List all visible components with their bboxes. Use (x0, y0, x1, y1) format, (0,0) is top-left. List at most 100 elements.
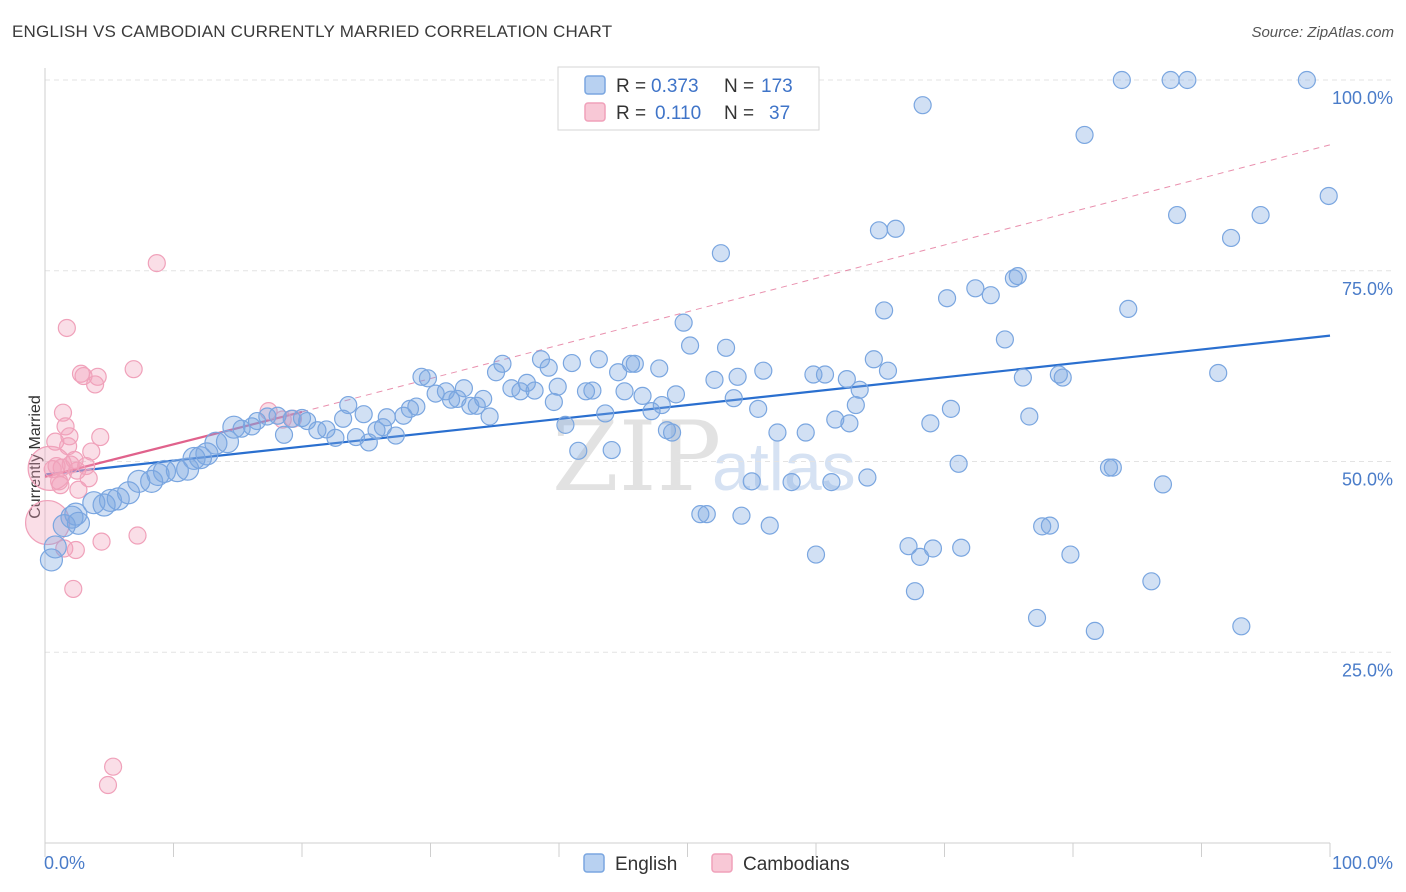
english-point (1099, 458, 1119, 477)
english-point (633, 386, 652, 405)
english-point (576, 382, 596, 401)
english-point (1167, 205, 1187, 225)
english-point (583, 381, 602, 400)
english-point (544, 392, 563, 412)
y-tick-label-50: 50.0% (1342, 470, 1393, 490)
stats-legend: R = 0.373 N = 173 R = 0.110 N = 37 (557, 66, 820, 131)
bottom-legend-swatch-cambodian (711, 853, 733, 873)
english-point (556, 415, 575, 434)
legend-swatch-cambodian (584, 102, 606, 122)
english-point (334, 409, 353, 428)
gridlines (45, 79, 1393, 653)
cambodian-point (128, 526, 147, 545)
english-point (596, 404, 615, 423)
cambodian-point (79, 469, 98, 488)
english-point (242, 417, 261, 436)
english-point (602, 440, 621, 460)
english-point (441, 390, 461, 409)
cambodian-point (51, 476, 70, 495)
y-tick-label-75: 75.0% (1342, 279, 1393, 299)
english-trend-line (44, 334, 1331, 476)
x-tick-label-min: 0.0% (44, 853, 85, 873)
english-point (258, 407, 277, 426)
bottom-legend-swatch-english (583, 853, 605, 873)
english-point (650, 359, 669, 378)
english-point (705, 370, 724, 389)
english-point (1209, 363, 1228, 383)
english-point (966, 279, 985, 298)
english-point (354, 405, 373, 424)
english-points (39, 70, 1338, 640)
english-point (146, 462, 170, 487)
english-point (1119, 299, 1138, 318)
english-point (525, 381, 544, 400)
english-point (826, 410, 845, 429)
english-point (674, 313, 693, 332)
cambodian-trend-extension (301, 144, 1331, 413)
english-point (1178, 70, 1197, 90)
cambodian-point (64, 579, 83, 599)
english-point (1020, 407, 1039, 426)
english-point (60, 505, 84, 529)
english-point (913, 96, 932, 115)
english-point (697, 505, 716, 524)
english-point (680, 336, 700, 355)
watermark-atlas: atlas (712, 429, 856, 505)
english-point (326, 428, 345, 447)
english-point (1161, 70, 1180, 90)
english-point (768, 423, 787, 442)
english-point (910, 547, 930, 566)
english-point (742, 472, 761, 491)
bottom-legend-cambodian: Cambodians (743, 854, 850, 875)
english-point (1053, 368, 1072, 387)
english-point (454, 379, 474, 398)
english-point (182, 446, 206, 471)
english-point (215, 430, 240, 454)
legend-swatch-english (584, 75, 606, 95)
english-point (760, 516, 779, 535)
english-point (864, 350, 883, 369)
cambodian-point (92, 532, 111, 551)
english-point (1112, 70, 1131, 90)
english-point (923, 539, 943, 558)
english-point (1085, 621, 1104, 640)
english-point (846, 395, 865, 415)
english-point (407, 397, 426, 416)
english-point (652, 395, 671, 415)
english-point (1040, 516, 1059, 535)
english-point (905, 582, 925, 601)
english-point (754, 361, 773, 380)
english-point (292, 408, 312, 428)
english-point (1153, 475, 1173, 494)
english-point (222, 415, 246, 439)
cambodian-point (60, 427, 79, 446)
english-point (1013, 368, 1032, 387)
english-point (850, 380, 869, 399)
english-point (621, 354, 641, 373)
cambodian-point (104, 757, 123, 776)
english-point (615, 382, 634, 401)
english-point (1319, 186, 1338, 206)
x-tick-label-max: 100.0% (1332, 853, 1393, 873)
english-point (165, 459, 189, 483)
english-point (886, 219, 905, 238)
english-point (64, 502, 88, 526)
cambodian-point (88, 367, 107, 386)
english-point (724, 389, 743, 408)
english-point (39, 548, 64, 572)
english-point (282, 409, 301, 428)
legend-english-r-label: R = (616, 76, 646, 97)
english-point (837, 369, 856, 389)
series-legend: English Cambodians (583, 853, 850, 875)
english-point (43, 535, 67, 559)
cambodian-point (69, 480, 88, 499)
english-point (188, 446, 213, 470)
english-point (822, 473, 841, 492)
english-point (274, 425, 294, 444)
cambodian-point (56, 417, 75, 436)
english-point (480, 407, 499, 426)
english-point (474, 389, 493, 409)
english-point (1232, 617, 1251, 636)
english-point (1075, 125, 1094, 145)
english-point (140, 469, 164, 493)
